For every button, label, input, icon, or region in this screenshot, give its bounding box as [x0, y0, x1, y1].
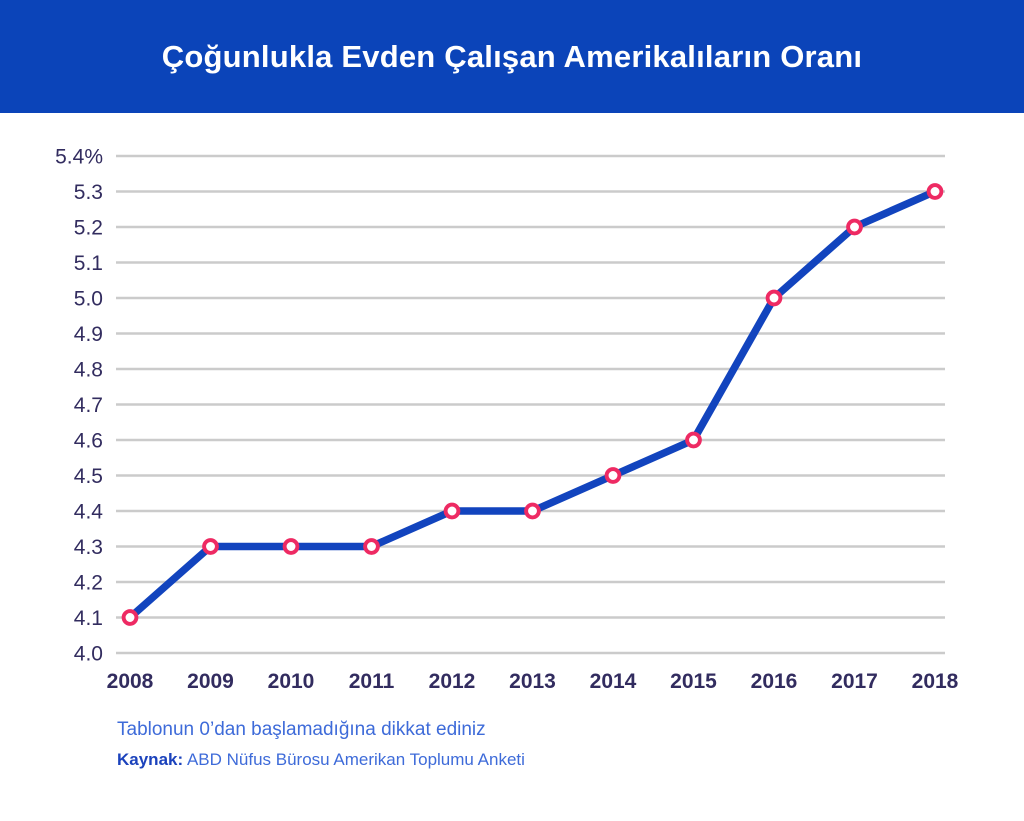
- y-tick-label: 4.1: [74, 607, 103, 630]
- x-tick-label: 2014: [590, 670, 637, 693]
- chart-footer: Tablonun 0’dan başlamadığına dikkat edin…: [117, 719, 917, 770]
- y-tick-label: 4.9: [74, 323, 103, 346]
- y-tick-label: 4.7: [74, 394, 103, 417]
- x-tick-label: 2012: [429, 670, 476, 693]
- y-tick-label: 5.1: [74, 252, 103, 275]
- data-point-marker: [121, 609, 139, 626]
- data-point-marker: [685, 431, 702, 449]
- y-tick-label: 5.4%: [55, 146, 103, 169]
- data-point-marker: [604, 467, 622, 484]
- x-tick-label: 2016: [751, 670, 798, 693]
- source-label: Kaynak:: [117, 750, 184, 769]
- chart-note: Tablonun 0’dan başlamadığına dikkat edin…: [117, 719, 486, 740]
- y-tick-label: 4.2: [74, 572, 103, 595]
- source-text: ABD Nüfus Bürosu Amerikan Toplumu Anketi: [186, 750, 525, 769]
- y-tick-label: 4.3: [74, 536, 103, 559]
- x-tick-label: 2017: [831, 670, 878, 693]
- data-point-marker: [363, 538, 380, 555]
- y-tick-label: 5.2: [74, 217, 103, 240]
- x-tick-label: 2010: [268, 670, 315, 693]
- x-tick-label: 2015: [670, 670, 717, 693]
- chart-source: Kaynak: ABD Nüfus Bürosu Amerikan Toplum…: [117, 750, 917, 770]
- data-point-marker: [443, 502, 461, 520]
- x-tick-label: 2011: [349, 670, 395, 693]
- data-point-marker: [846, 218, 863, 236]
- y-tick-label: 5.3: [74, 181, 103, 204]
- y-tick-label: 4.6: [74, 430, 103, 453]
- chart-title: Çoğunlukla Evden Çalışan Amerikalıların …: [161, 38, 863, 74]
- y-tick-label: 4.4: [74, 501, 104, 524]
- data-point-marker: [765, 289, 783, 307]
- x-tick-label: 2013: [509, 670, 556, 693]
- data-point-marker: [524, 502, 541, 520]
- x-tick-label: 2018: [912, 670, 959, 693]
- y-tick-label: 4.0: [74, 643, 103, 666]
- data-point-marker: [926, 183, 944, 200]
- x-tick-label: 2008: [107, 670, 154, 693]
- y-tick-label: 5.0: [74, 288, 103, 311]
- y-tick-label: 4.8: [74, 359, 103, 382]
- y-tick-label: 4.5: [74, 465, 103, 488]
- data-point-marker: [202, 538, 219, 555]
- data-point-marker: [282, 538, 300, 555]
- chart-header: Çoğunlukla Evden Çalışan Amerikalıların …: [0, 0, 1024, 113]
- x-tick-label: 2009: [187, 670, 234, 693]
